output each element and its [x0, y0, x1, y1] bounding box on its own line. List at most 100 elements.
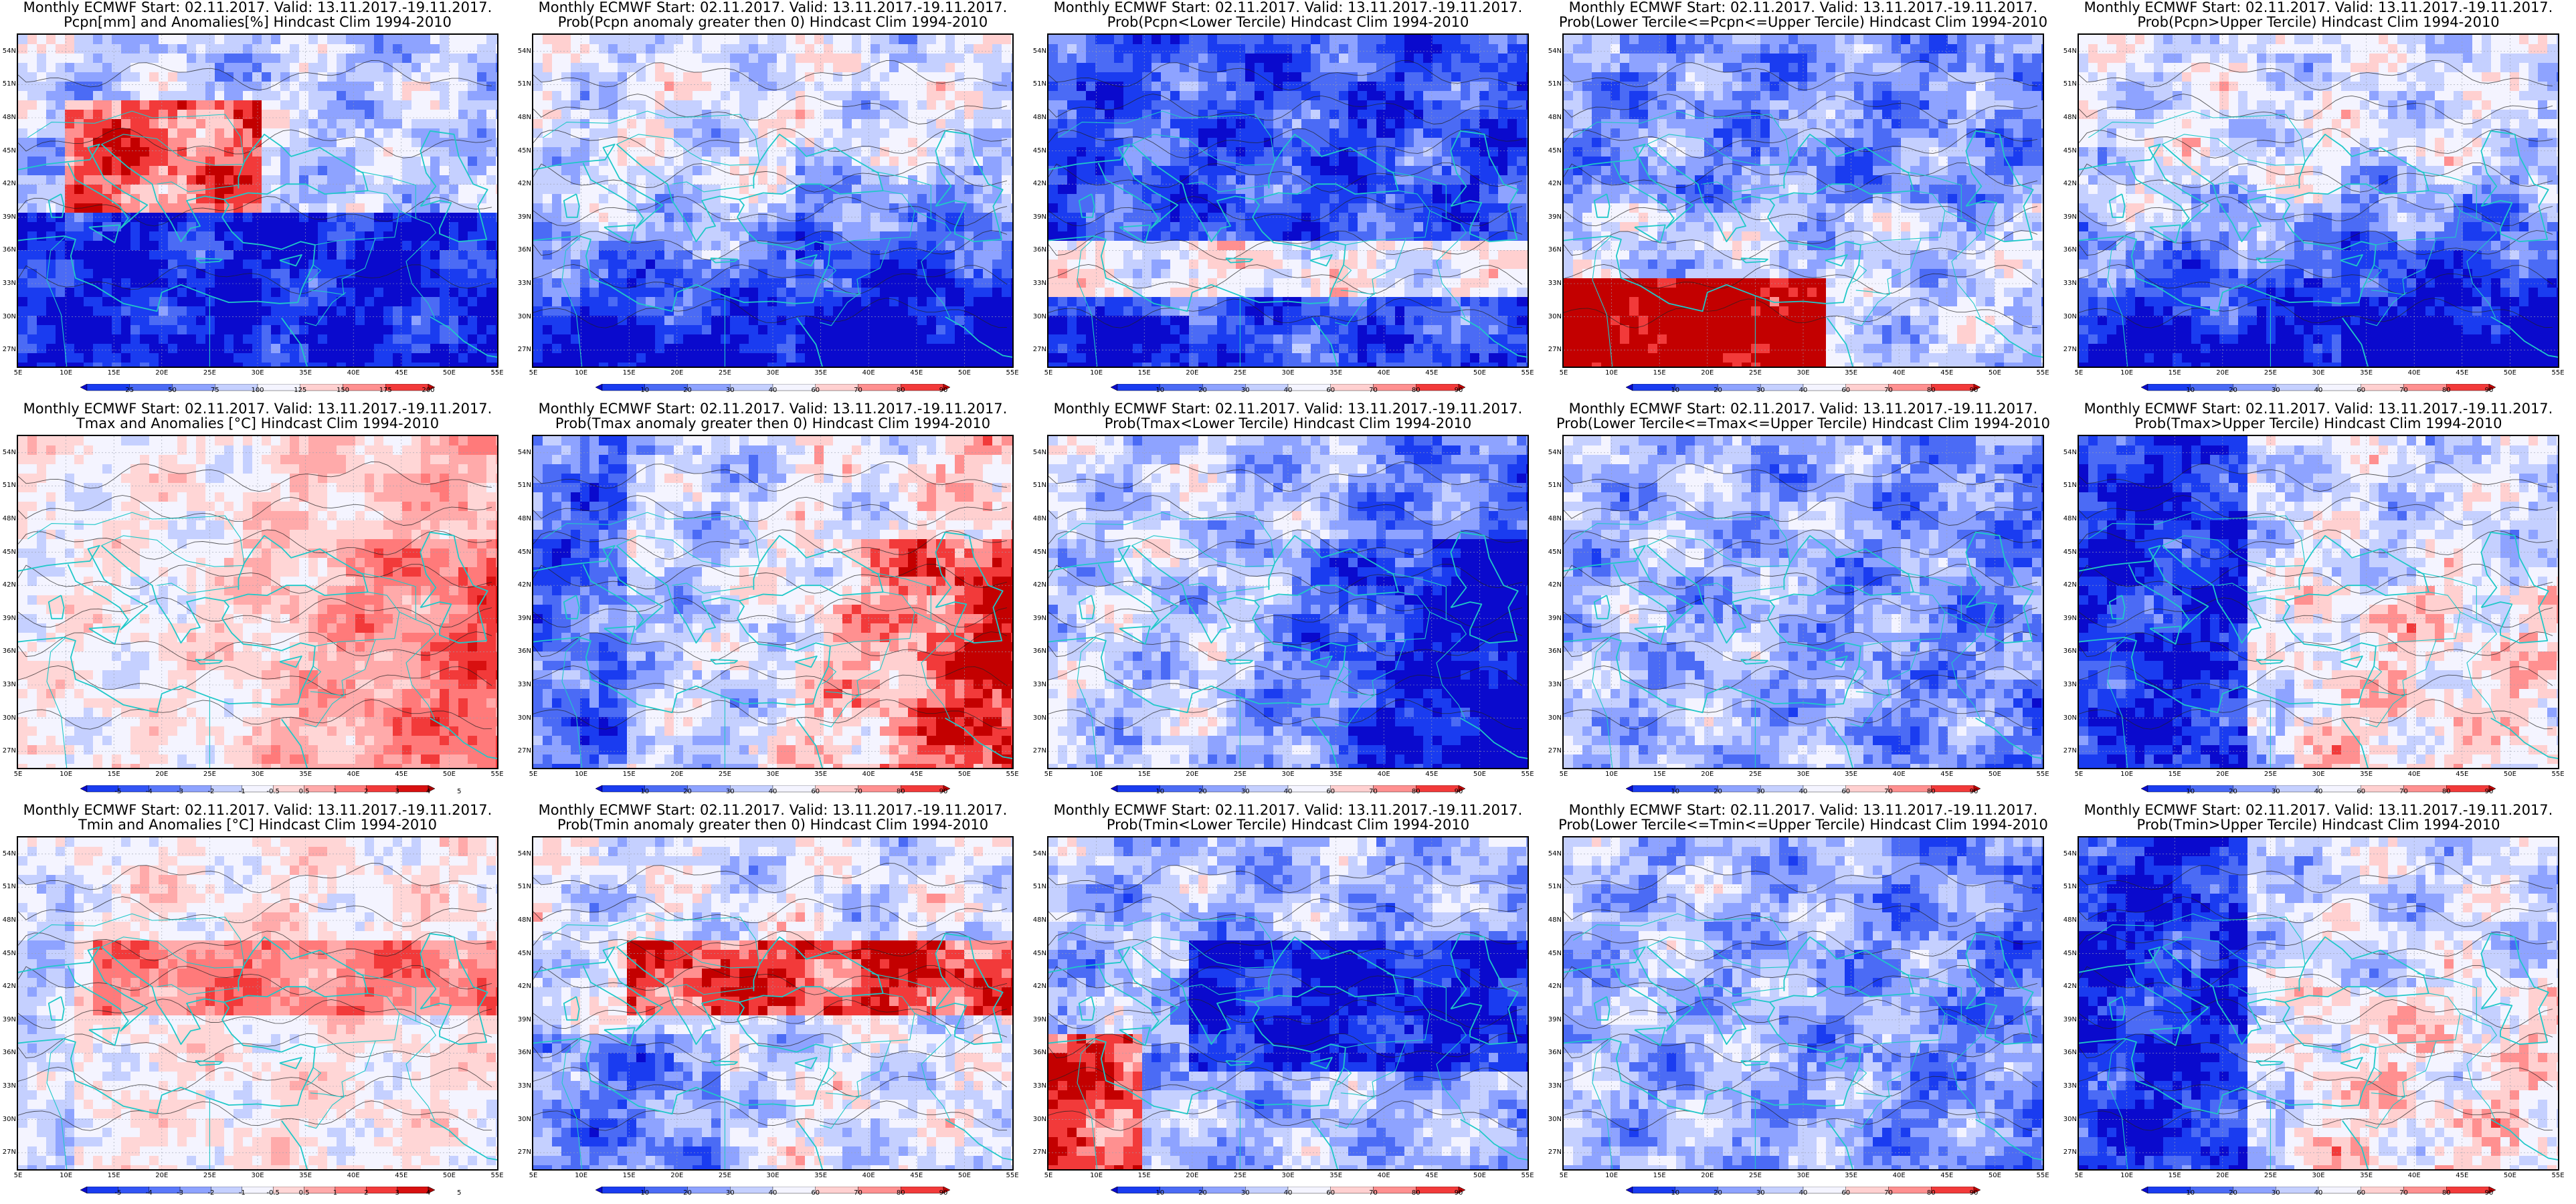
- latitude-label: 27N: [1032, 346, 1046, 353]
- longitude-label: 40E: [1889, 771, 1909, 778]
- panel-title-line2: Prob(Lower Tercile<=Pcpn<=Upper Tercile)…: [1546, 15, 2061, 29]
- latitude-label: 39N: [1547, 213, 1562, 221]
- colorbar-tick-label: 200: [418, 387, 438, 394]
- latitude-label: 36N: [1, 647, 16, 655]
- colorbar-tick-label: 20: [1708, 788, 1728, 795]
- colorbar-tick-label: 60: [806, 788, 826, 795]
- coastline-1: [18, 144, 316, 312]
- country-border-0: [2088, 913, 2306, 965]
- latitude-label: 48N: [517, 114, 531, 121]
- country-border-4: [2367, 666, 2383, 684]
- longitude-label: 5E: [1038, 771, 1059, 778]
- country-border-9: [2107, 1038, 2128, 1169]
- panel-title-line1: Monthly ECMWF Start: 02.11.2017. Valid: …: [515, 0, 1030, 15]
- longitude-label: 5E: [8, 1172, 28, 1179]
- coastline-3: [48, 996, 65, 1021]
- coastline-5: [710, 258, 738, 264]
- longitude-label: 55E: [2548, 771, 2568, 778]
- longitude-label: 20E: [1182, 771, 1202, 778]
- colorbar-tick-label: 40: [1278, 1189, 1298, 1197]
- coastline-8: [1965, 531, 2034, 644]
- longitude-label: 25E: [2260, 771, 2280, 778]
- country-border-9: [1592, 235, 1613, 367]
- country-border-3: [830, 993, 915, 1048]
- longitude-label: 15E: [619, 369, 639, 377]
- country-border-0: [27, 512, 245, 564]
- latitude-label: 48N: [1, 114, 16, 121]
- colorbar: [1626, 785, 1981, 796]
- country-border-2: [1702, 984, 1784, 995]
- country-border-4: [1336, 1067, 1352, 1086]
- longitude-label: 30E: [1278, 771, 1298, 778]
- latitude-label: 42N: [1547, 581, 1562, 589]
- latitude-label: 36N: [517, 1049, 531, 1056]
- colorbar-tick-label: 60: [2351, 387, 2371, 394]
- colorbar-tick-label: 80: [891, 1189, 911, 1197]
- country-border-0: [543, 913, 760, 965]
- coastline-4: [1119, 1027, 1151, 1046]
- country-border-5: [310, 1041, 376, 1098]
- country-border-9: [561, 1038, 583, 1169]
- colorbar-tick-label: 0.5: [294, 1189, 314, 1197]
- country-border-5: [1340, 639, 1406, 697]
- colorbar-tick-label: 70: [1879, 387, 1899, 394]
- colorbar-arrow-low: [595, 384, 603, 391]
- coastline-9: [1460, 316, 1528, 358]
- colorbar-arrow-high: [943, 1187, 950, 1194]
- coastline-9: [1975, 316, 2043, 358]
- latitude-label: 51N: [1, 883, 16, 890]
- coastline-0: [1564, 143, 1694, 229]
- color-field: [1048, 436, 1528, 768]
- longitude-label: 40E: [2404, 771, 2424, 778]
- country-border-2: [157, 181, 239, 193]
- coastline-4: [604, 625, 636, 645]
- longitude-label: 55E: [1517, 369, 1538, 377]
- coastline-0: [1048, 544, 1179, 631]
- longitude-label: 20E: [1697, 369, 1718, 377]
- country-border-4: [2367, 1067, 2383, 1086]
- coastline-6: [279, 656, 302, 668]
- coastline-3: [563, 193, 580, 218]
- longitude-label: 15E: [1649, 369, 1669, 377]
- colorbar-tick-label: 70: [2394, 1189, 2414, 1197]
- coastline-8: [935, 932, 1004, 1045]
- latitude-label: 45N: [1, 548, 16, 556]
- longitude-label: 10E: [1602, 1172, 1622, 1179]
- longitude-label: 55E: [2033, 369, 2053, 377]
- coastline-3: [1078, 595, 1095, 619]
- latitude-label: 30N: [517, 714, 531, 722]
- coastline-8: [420, 531, 488, 644]
- country-border-10: [2417, 170, 2477, 219]
- longitude-label: 10E: [56, 369, 76, 377]
- country-border-1: [2162, 134, 2306, 166]
- latitude-label: 36N: [2062, 1049, 2077, 1056]
- latitude-label: 45N: [1547, 548, 1562, 556]
- latitude-label: 51N: [1032, 482, 1046, 489]
- longitude-label: 20E: [2213, 771, 2233, 778]
- country-border-2: [672, 984, 754, 995]
- colorbar-tick-label: -1: [232, 1189, 252, 1197]
- coastline-7: [281, 1120, 308, 1169]
- longitude-label: 10E: [2117, 369, 2137, 377]
- latitude-label: 39N: [517, 1016, 531, 1023]
- coastline-9: [430, 1118, 497, 1161]
- colorbar-tick-label: 90: [1964, 788, 1984, 795]
- country-border-9: [561, 235, 583, 367]
- latitude-label: 30N: [1, 714, 16, 722]
- colorbar: [1111, 1187, 1465, 1197]
- panel-title-line1: Monthly ECMWF Start: 02.11.2017. Valid: …: [0, 803, 515, 817]
- latitude-label: 48N: [1032, 916, 1046, 924]
- colorbar-tick-label: -4: [139, 788, 159, 795]
- coastline-6: [2340, 656, 2363, 668]
- country-border-7: [820, 1094, 862, 1129]
- longitude-label: 20E: [2213, 369, 2233, 377]
- country-border-4: [1851, 1067, 1867, 1086]
- country-border-8: [1944, 611, 1982, 720]
- longitude-label: 15E: [104, 771, 124, 778]
- coastline-1: [1048, 144, 1346, 312]
- latitude-label: 30N: [1, 1116, 16, 1123]
- colorbar-arrow-low: [1111, 785, 1118, 793]
- country-border-9: [46, 637, 68, 768]
- colorbar-tick-label: 20: [1193, 788, 1213, 795]
- colorbar-tick-label: 70: [1879, 788, 1899, 795]
